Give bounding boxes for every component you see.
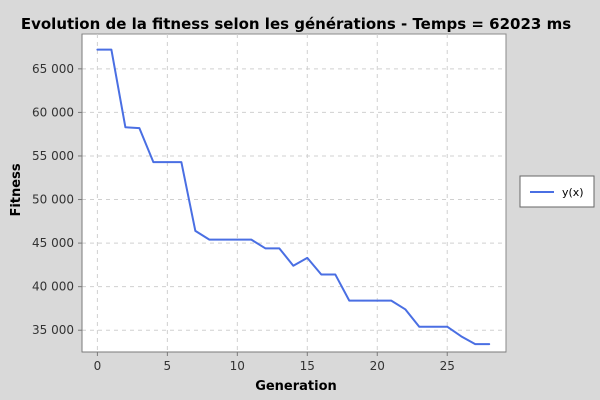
grid-lines	[82, 34, 506, 352]
data-point-13	[278, 247, 280, 249]
x-axis-label: Generation	[255, 379, 337, 394]
y-tick-label-1: 40 000	[32, 280, 74, 294]
data-point-1	[110, 48, 112, 50]
data-point-25	[446, 326, 448, 328]
data-point-18	[348, 299, 350, 301]
data-point-2	[124, 126, 126, 128]
data-point-14	[292, 265, 294, 267]
x-tick-label-1: 5	[164, 359, 172, 373]
data-point-4	[152, 161, 154, 163]
plot-area	[81, 33, 507, 353]
y-tick-label-4: 55 000	[32, 149, 74, 163]
x-tick-label-4: 20	[370, 359, 385, 373]
data-point-8	[208, 238, 210, 240]
y-tick-label-0: 35 000	[32, 323, 74, 337]
legend: y(x)	[519, 175, 595, 208]
y-tick-label-3: 50 000	[32, 193, 74, 207]
x-tick-label-3: 15	[300, 359, 315, 373]
data-point-12	[264, 247, 266, 249]
y-axis-label: Fitness	[9, 163, 24, 216]
data-point-5	[166, 161, 168, 163]
tick-labels: 0 5 10 15 20 25 35 000 40 000 45 000 50 000 55 000…	[32, 62, 455, 373]
data-point-6	[180, 161, 182, 163]
data-point-3	[138, 127, 140, 129]
data-point-22	[404, 308, 406, 310]
series-line-y-x	[96, 48, 491, 346]
y-tick-label-5: 60 000	[32, 105, 74, 119]
y-tick-label-6: 65 000	[32, 62, 74, 76]
data-point-28	[488, 343, 490, 345]
data-point-17	[334, 273, 336, 275]
data-point-19	[362, 299, 364, 301]
data-point-27	[474, 343, 476, 345]
data-point-24	[432, 326, 434, 328]
chart-title: Evolution de la fitness selon les généra…	[21, 15, 571, 33]
data-point-26	[460, 335, 462, 337]
x-tick-label-5: 25	[440, 359, 455, 373]
data-point-20	[376, 299, 378, 301]
data-point-9	[222, 238, 224, 240]
axes	[81, 34, 506, 353]
x-tick-label-2: 10	[230, 359, 245, 373]
data-point-0	[96, 48, 98, 50]
y-tick-label-2: 45 000	[32, 236, 74, 250]
data-point-23	[418, 326, 420, 328]
x-tick-label-0: 0	[94, 359, 102, 373]
data-point-21	[390, 299, 392, 301]
legend-label-y-x: y(x)	[562, 186, 584, 199]
data-point-16	[320, 273, 322, 275]
data-point-15	[306, 257, 308, 259]
series-group	[96, 48, 491, 346]
data-point-11	[250, 238, 252, 240]
data-point-7	[194, 230, 196, 232]
data-point-10	[236, 238, 238, 240]
